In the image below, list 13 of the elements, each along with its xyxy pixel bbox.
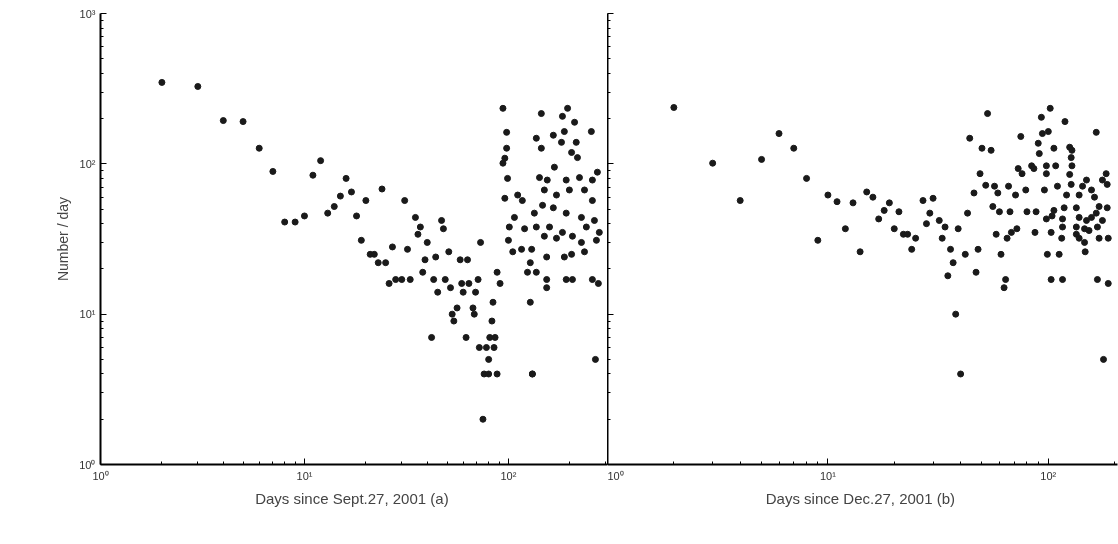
x-tick-label: 10¹: [296, 469, 313, 482]
x-axis-title: Days since Sept.27, 2001 (a): [255, 489, 449, 507]
y-tick-label: 10¹: [79, 308, 96, 321]
x-tick-label: 10¹: [819, 469, 837, 482]
x-tick-label: 10²: [1040, 469, 1057, 482]
x-tick-label: 10⁰: [607, 469, 624, 482]
y-tick-label: 10⁰: [79, 458, 96, 471]
x-tick-label: 10⁰: [92, 469, 109, 482]
x-axis-title: Days since Dec.27, 2001 (b): [765, 489, 956, 507]
x-tick-label: 10²: [500, 469, 517, 482]
y-tick-label: 10²: [79, 157, 96, 170]
y-tick-label: 10³: [79, 7, 96, 20]
y-axis-title: Number / day: [55, 196, 72, 282]
